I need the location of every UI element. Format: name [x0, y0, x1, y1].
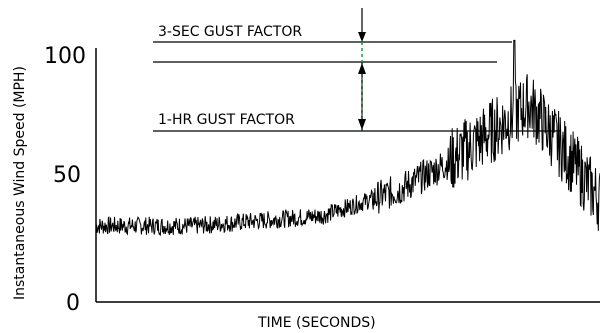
y-tick-labels: 100 50 0 [44, 44, 86, 316]
x-axis-label: TIME (SECONDS) [257, 315, 376, 331]
y-tick-0: 0 [66, 291, 80, 316]
gust1-arrow-head-up [358, 63, 366, 74]
gust1-arrow-head-down [358, 119, 366, 130]
gust-factor-annotations: 3-SEC GUST FACTOR 1-HR GUST FACTOR [153, 8, 560, 132]
three-sec-gust-label: 3-SEC GUST FACTOR [158, 24, 302, 40]
axes [95, 48, 600, 303]
one-hr-gust-label: 1-HR GUST FACTOR [158, 112, 295, 128]
gust3-arrow-head [358, 32, 366, 42]
wind-speed-series [95, 39, 600, 237]
y-axis-label: Instantaneous Wind Speed (MPH) [12, 66, 28, 300]
y-tick-100: 100 [44, 44, 86, 69]
y-tick-50: 50 [53, 163, 81, 188]
